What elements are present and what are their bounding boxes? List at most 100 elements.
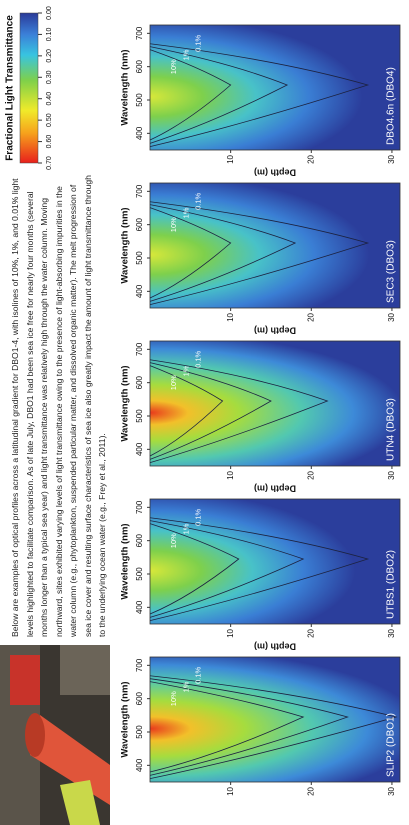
y-tick-label: 10	[226, 786, 235, 795]
heatmap-frame	[149, 498, 401, 625]
isoline	[149, 365, 224, 457]
x-axis-label: Wavelength (nm)	[120, 365, 131, 441]
y-tick-label: 10	[226, 154, 235, 163]
isoline-label: 1%	[181, 681, 190, 692]
isoline-label: 1%	[181, 365, 190, 376]
isoline	[149, 49, 232, 141]
isoline	[149, 517, 370, 622]
heatmap-frame	[149, 24, 401, 151]
isoline-label: 10%	[169, 59, 178, 74]
x-tick-label: 700	[135, 26, 144, 40]
y-axis-label: Depth (m)	[254, 168, 296, 178]
x-tick-label: 600	[135, 217, 144, 231]
x-axis-label: Wavelength (nm)	[120, 207, 131, 283]
y-tick-label: 20	[306, 312, 315, 321]
isoline	[149, 207, 232, 299]
isoline	[149, 675, 398, 780]
isoline	[149, 201, 370, 306]
isoline-label: 10%	[169, 375, 178, 390]
y-tick-label: 20	[306, 786, 315, 795]
heatmap-frame	[149, 656, 401, 783]
y-tick-label: 20	[306, 628, 315, 637]
y-tick-label: 20	[306, 154, 315, 163]
heatmap-frame	[149, 182, 401, 309]
panel-label: UTBS1 (DBO2)	[386, 550, 397, 619]
panel-label: SEC3 (DBO3)	[386, 240, 397, 303]
isoline-label: 1%	[181, 523, 190, 534]
isoline	[149, 362, 272, 460]
colorbar-tick-label: 0.50	[46, 113, 53, 127]
y-tick-label: 10	[226, 470, 235, 479]
isoline-label: 0.1%	[193, 192, 202, 209]
x-tick-label: 500	[135, 251, 144, 265]
y-tick-label: 30	[387, 312, 396, 321]
panel-label: DBO4.6n (DBO4)	[386, 67, 397, 145]
heatmap-field	[150, 657, 400, 782]
isoline-label: 10%	[169, 691, 178, 706]
x-tick-label: 400	[135, 600, 144, 614]
isoline-label: 1%	[181, 207, 190, 218]
panel-label: UTN4 (DBO3)	[386, 398, 397, 461]
heatmap-field	[150, 183, 400, 308]
isoline-label: 0.1%	[193, 34, 202, 51]
heatmap-frame	[149, 340, 401, 467]
y-axis-label: Depth (m)	[254, 326, 296, 336]
colorbar-tick-label: 0.60	[46, 135, 53, 149]
colorbar-tick-label: 0.10	[46, 28, 53, 42]
isoline-label: 0.1%	[193, 508, 202, 525]
x-tick-label: 500	[135, 93, 144, 107]
x-axis-label: Wavelength (nm)	[120, 681, 131, 757]
y-tick-label: 10	[226, 628, 235, 637]
isoline-label: 0.1%	[193, 666, 202, 683]
x-tick-label: 700	[135, 184, 144, 198]
y-tick-label: 10	[226, 312, 235, 321]
isoline-label: 1%	[181, 49, 190, 60]
x-tick-label: 400	[135, 126, 144, 140]
isoline	[149, 681, 305, 773]
x-tick-label: 600	[135, 59, 144, 73]
isoline	[149, 46, 289, 144]
isoline	[149, 520, 305, 618]
isoline	[149, 523, 240, 615]
colorbar-tick-label: 0.40	[46, 92, 53, 106]
x-tick-label: 700	[135, 342, 144, 356]
isoline	[149, 43, 370, 148]
x-tick-label: 600	[135, 691, 144, 705]
x-tick-label: 700	[135, 500, 144, 514]
heatmap-field	[150, 341, 400, 466]
x-axis-label: Wavelength (nm)	[120, 523, 131, 599]
x-tick-label: 600	[135, 533, 144, 547]
colorbar-title: Fractional Light Transmittance	[5, 15, 16, 161]
isoline	[149, 678, 349, 776]
isoline	[149, 204, 297, 302]
x-tick-label: 500	[135, 567, 144, 581]
y-axis-label: Depth (m)	[254, 484, 296, 494]
colorbar	[19, 12, 39, 164]
x-tick-label: 400	[135, 442, 144, 456]
y-tick-label: 20	[306, 470, 315, 479]
photo	[0, 645, 110, 825]
isoline-label: 10%	[169, 217, 178, 232]
x-tick-label: 600	[135, 375, 144, 389]
x-tick-label: 400	[135, 284, 144, 298]
x-tick-label: 400	[135, 758, 144, 772]
colorbar-tick-label: 0.20	[46, 49, 53, 63]
colorbar-tick-label: 0.70	[46, 156, 53, 170]
heatmap-field	[150, 499, 400, 624]
isoline-label: 10%	[169, 533, 178, 548]
x-tick-label: 500	[135, 725, 144, 739]
isoline-label: 0.1%	[193, 350, 202, 367]
y-tick-label: 30	[387, 786, 396, 795]
x-axis-label: Wavelength (nm)	[120, 49, 131, 125]
y-tick-label: 30	[387, 154, 396, 163]
y-axis-label: Depth (m)	[254, 642, 296, 652]
y-tick-label: 30	[387, 628, 396, 637]
heatmap-field	[150, 25, 400, 150]
x-tick-label: 700	[135, 658, 144, 672]
x-tick-label: 500	[135, 409, 144, 423]
colorbar-tick-label: 0.00	[46, 6, 53, 20]
y-tick-label: 30	[387, 470, 396, 479]
paragraph: Below are examples of optical profiles a…	[10, 175, 107, 637]
